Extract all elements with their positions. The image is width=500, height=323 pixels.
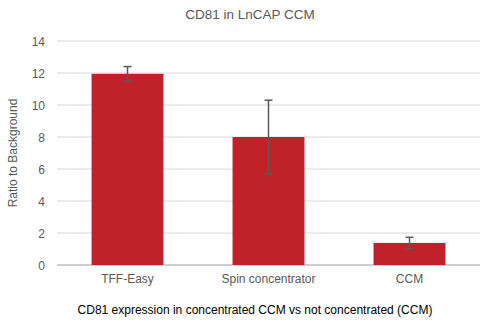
error-bar bbox=[124, 67, 132, 81]
chart-container: CD81 in LnCAP CCM 0 2 4 6 8 10 12 14 Ratio to Bac… bbox=[0, 0, 500, 323]
grid-line bbox=[57, 73, 480, 74]
error-stem bbox=[127, 67, 129, 81]
y-tick-label: 12 bbox=[32, 67, 46, 81]
bar bbox=[92, 74, 164, 265]
x-tick-label: Spin concentrator bbox=[221, 272, 315, 286]
y-tick-label: 10 bbox=[32, 99, 46, 113]
y-tick-label: 6 bbox=[38, 163, 45, 177]
x-axis-label: CD81 expression in concentrated CCM vs n… bbox=[78, 303, 433, 317]
error-cap bbox=[124, 80, 132, 82]
y-tick-label: 14 bbox=[32, 35, 46, 49]
error-stem bbox=[268, 100, 270, 174]
error-bar bbox=[265, 100, 273, 174]
error-cap bbox=[265, 99, 273, 101]
y-tick-label: 4 bbox=[38, 195, 45, 209]
error-cap bbox=[406, 248, 414, 250]
bars bbox=[92, 67, 446, 265]
error-stem bbox=[409, 237, 411, 248]
y-axis-label: Ratio to Background bbox=[6, 99, 20, 208]
error-bar bbox=[406, 237, 414, 248]
grid-line bbox=[57, 41, 480, 42]
y-tick-label: 2 bbox=[38, 227, 45, 241]
x-tick-label: CCM bbox=[396, 272, 423, 286]
y-tick-label: 8 bbox=[38, 131, 45, 145]
error-cap bbox=[124, 66, 132, 68]
chart-svg: CD81 in LnCAP CCM 0 2 4 6 8 10 12 14 Ratio to Bac… bbox=[0, 0, 500, 323]
y-tick-label: 0 bbox=[38, 259, 45, 273]
x-tick-label: TFF-Easy bbox=[101, 272, 154, 286]
error-cap bbox=[406, 237, 414, 239]
error-cap bbox=[265, 173, 273, 175]
title: CD81 in LnCAP CCM bbox=[185, 7, 315, 22]
